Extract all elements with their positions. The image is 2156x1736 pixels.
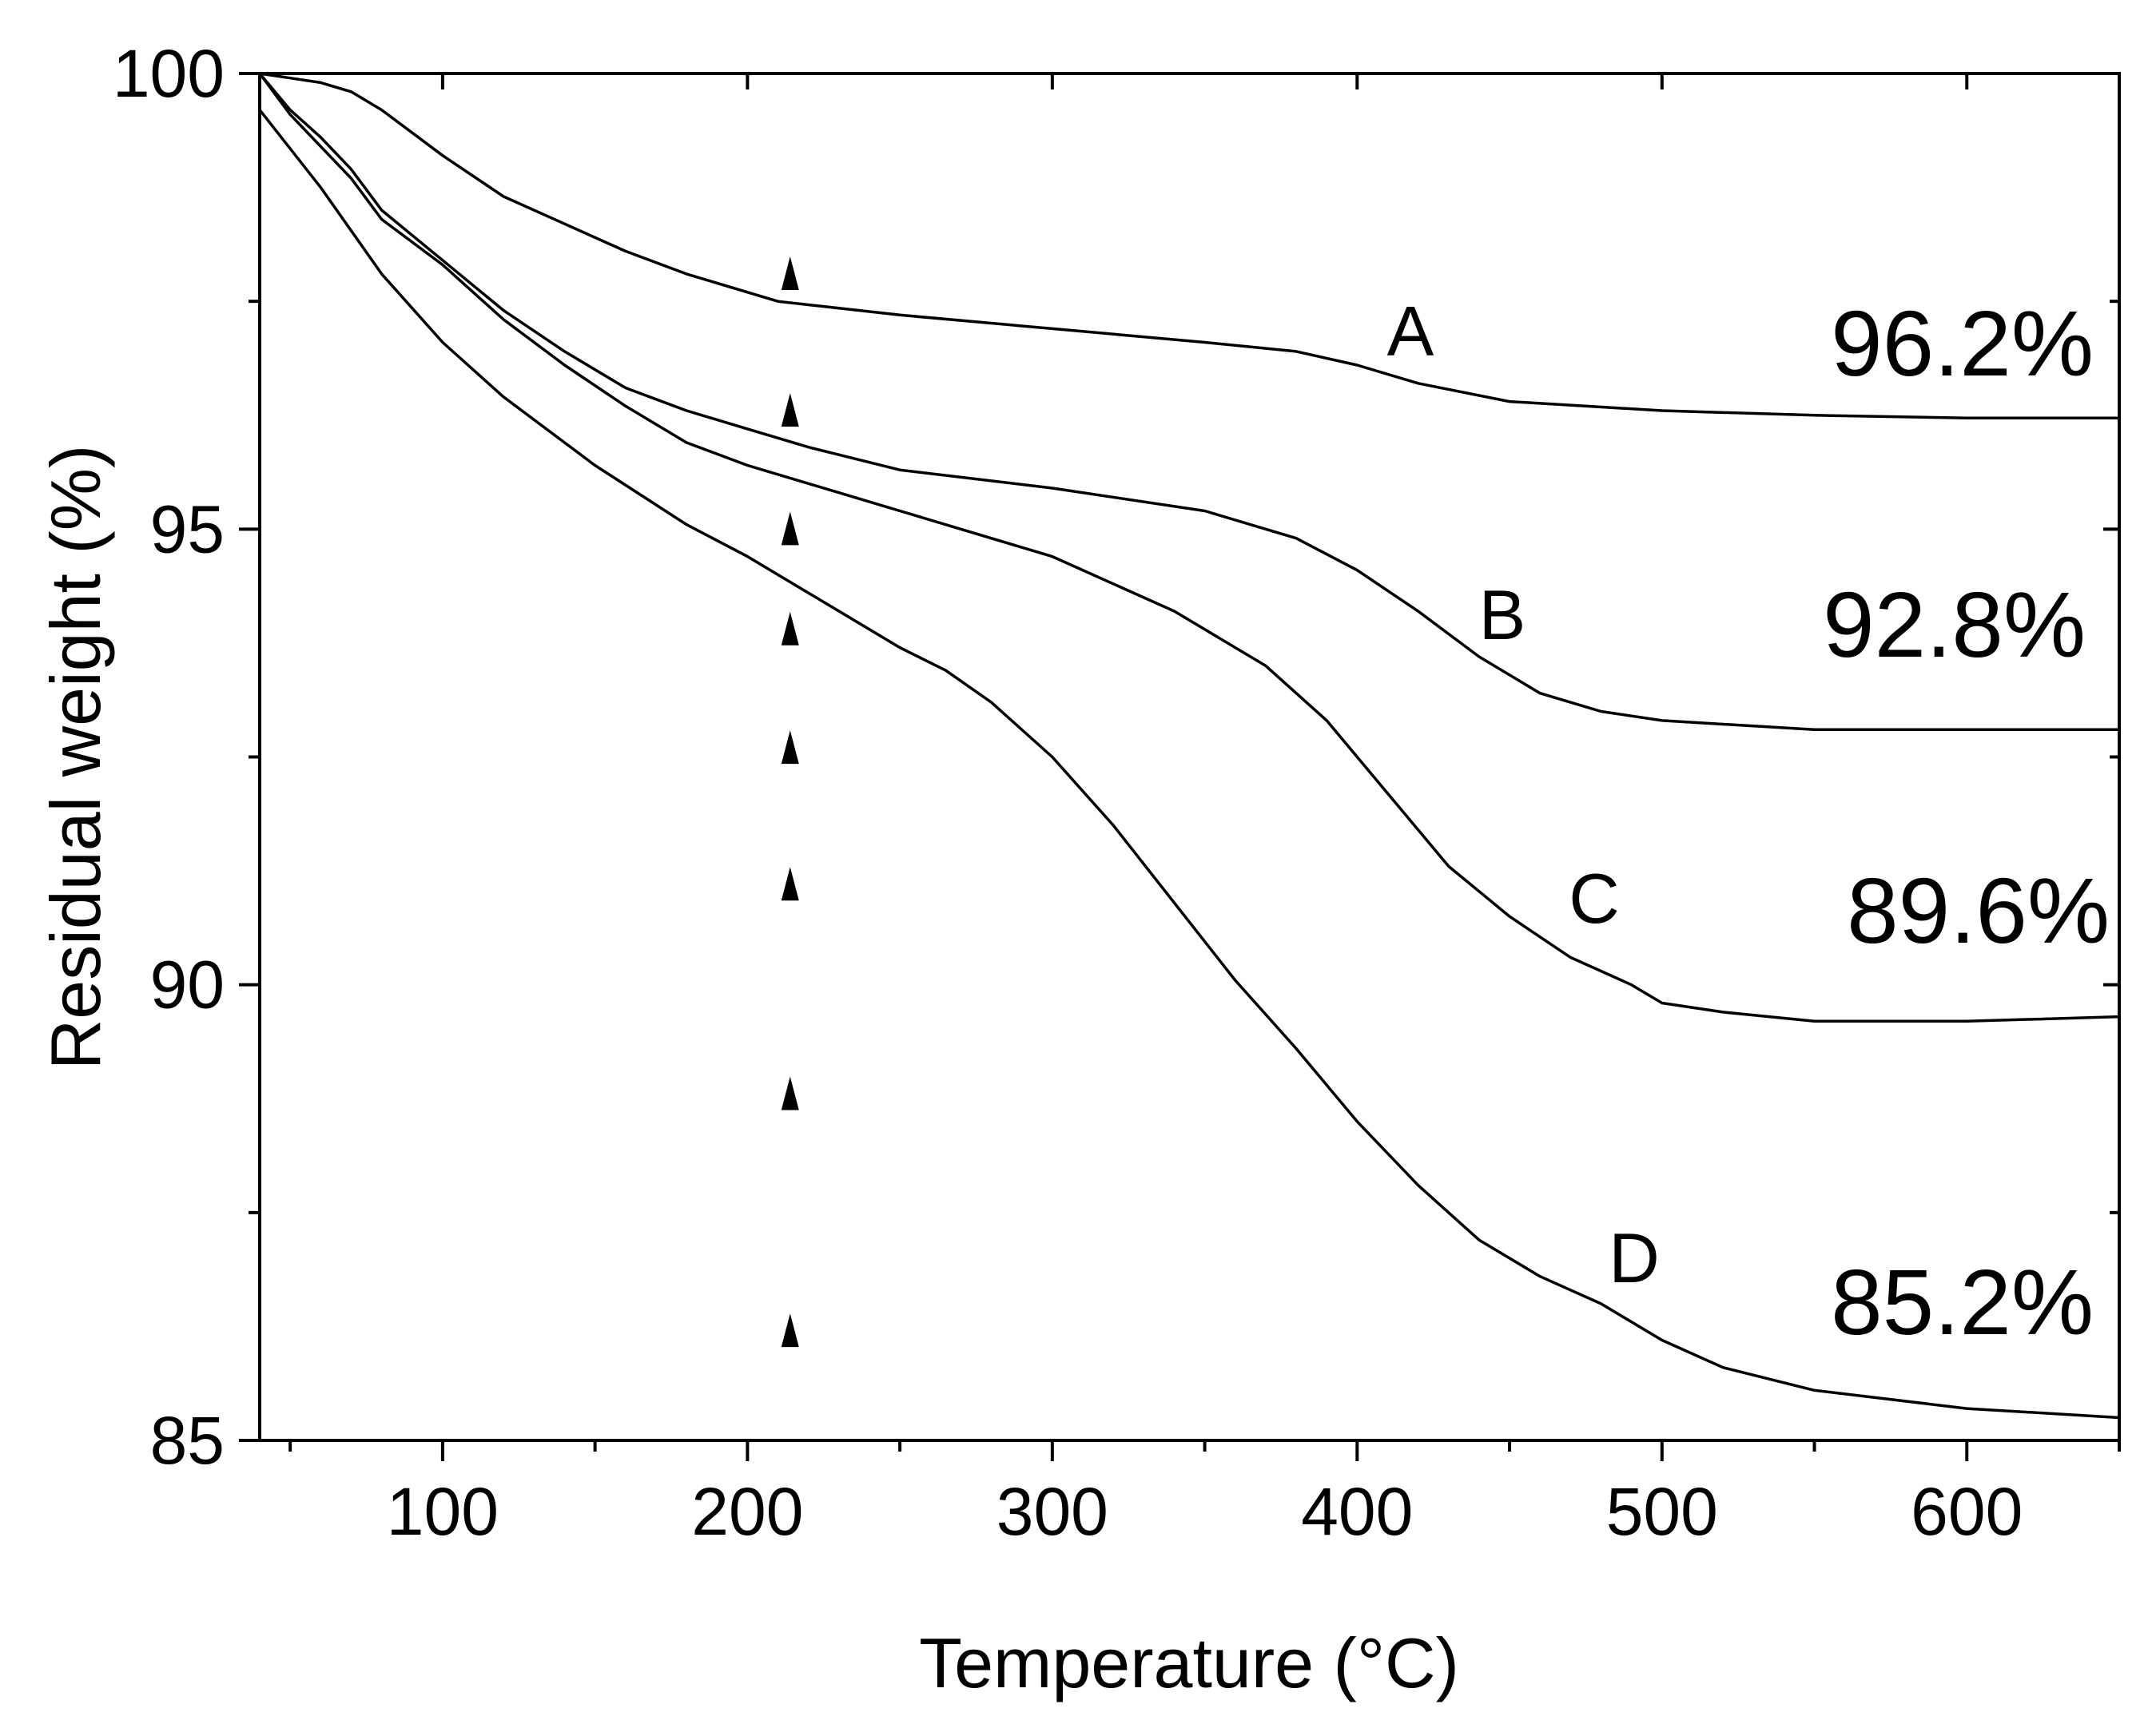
y-axis-title: Residual weight (%)	[36, 445, 115, 1071]
y-tick-label: 95	[150, 491, 225, 566]
x-tick-labels: 100 200 300 400 500 600	[387, 1474, 2023, 1549]
arrow-marker	[781, 867, 799, 901]
arrow-marker	[781, 1076, 799, 1110]
x-tick-label: 200	[691, 1474, 803, 1549]
final-weight-label-B: 92.8%	[1823, 573, 2086, 677]
x-tick-label: 300	[996, 1474, 1108, 1549]
final-weight-label-C: 89.6%	[1847, 859, 2110, 963]
series-line-A	[259, 72, 2119, 419]
plot-frame	[258, 72, 2121, 1442]
series-line-D	[258, 109, 2120, 1420]
series-labels: A 96.2% B 92.8% C 89.6% D 85.2%	[1387, 292, 2110, 1354]
arrow-markers	[781, 256, 799, 1348]
series-label-A: A	[1387, 292, 1434, 371]
arrow-marker	[781, 611, 799, 646]
y-tick-label: 90	[150, 947, 225, 1023]
x-tick-label: 400	[1301, 1474, 1413, 1549]
y-tick-label: 85	[150, 1403, 225, 1478]
arrow-marker	[781, 393, 799, 427]
series-line-B	[258, 72, 2119, 732]
curves-layer	[258, 72, 2120, 1420]
final-weight-label-D: 85.2%	[1831, 1250, 2094, 1354]
series-label-C: C	[1569, 859, 1620, 938]
arrow-marker	[781, 730, 799, 765]
final-weight-label-A: 96.2%	[1831, 292, 2094, 395]
x-tick-label: 600	[1911, 1474, 2023, 1549]
x-tick-label: 500	[1606, 1474, 1718, 1549]
x-axis-title: Temperature (°C)	[919, 1623, 1459, 1702]
y-tick-label: 100	[113, 36, 225, 111]
series-label-B: B	[1479, 575, 1526, 654]
series-label-D: D	[1609, 1218, 1660, 1297]
series-line-C	[258, 72, 2120, 1023]
arrow-marker	[781, 511, 799, 546]
arrow-marker	[781, 256, 799, 290]
x-tick-label: 100	[387, 1474, 499, 1549]
axis-ticks	[239, 72, 2121, 1461]
y-tick-labels: 85 90 95 100	[113, 36, 225, 1478]
arrow-marker	[781, 1313, 799, 1348]
